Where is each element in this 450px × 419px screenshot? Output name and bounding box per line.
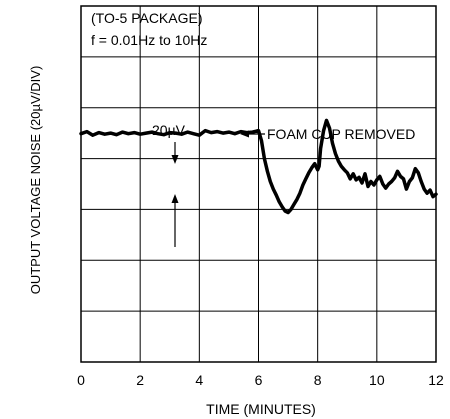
x-tick-label: 4	[195, 372, 203, 388]
y-axis-label: OUTPUT VOLTAGE NOISE (20µV/DIV)	[28, 66, 43, 295]
scale-arrow-top-icon	[171, 142, 179, 164]
plot-frame	[80, 5, 437, 363]
x-tick-label: 6	[255, 372, 263, 388]
x-tick-label: 10	[369, 372, 385, 388]
noise-trace	[79, 118, 438, 215]
x-tick-label: 8	[314, 372, 322, 388]
event-label: FOAM CUP REMOVED	[267, 126, 415, 142]
annotation-package: (TO-5 PACKAGE)	[91, 10, 203, 26]
x-tick-label: 0	[77, 372, 85, 388]
annotation-bandwidth: f = 0.01Hz to 10Hz	[91, 32, 207, 48]
x-axis-label: TIME (MINUTES)	[206, 401, 316, 417]
x-tick-label: 2	[136, 372, 144, 388]
scale-label: 20µV	[152, 122, 186, 138]
x-tick-labels: 0 2 4 6 8 10 12	[77, 372, 444, 388]
grid	[81, 6, 436, 362]
event-arrow-icon	[240, 130, 265, 138]
x-tick-label: 12	[428, 372, 444, 388]
scale-arrow-bottom-icon	[171, 194, 179, 247]
